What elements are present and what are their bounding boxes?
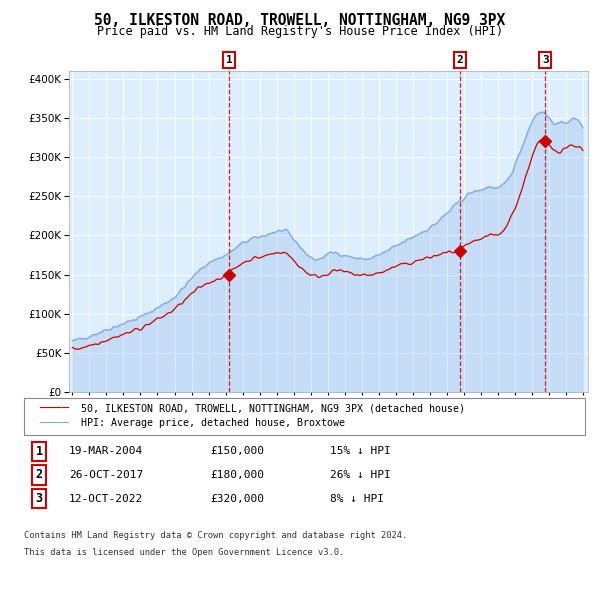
Text: £320,000: £320,000	[210, 494, 264, 503]
Text: Contains HM Land Registry data © Crown copyright and database right 2024.: Contains HM Land Registry data © Crown c…	[24, 531, 407, 540]
Text: 50, ILKESTON ROAD, TROWELL, NOTTINGHAM, NG9 3PX: 50, ILKESTON ROAD, TROWELL, NOTTINGHAM, …	[94, 13, 506, 28]
Text: £180,000: £180,000	[210, 470, 264, 480]
Text: 8% ↓ HPI: 8% ↓ HPI	[330, 494, 384, 503]
Text: Price paid vs. HM Land Registry's House Price Index (HPI): Price paid vs. HM Land Registry's House …	[97, 25, 503, 38]
Text: ────: ────	[39, 402, 69, 415]
Text: HPI: Average price, detached house, Broxtowe: HPI: Average price, detached house, Brox…	[81, 418, 345, 428]
Text: This data is licensed under the Open Government Licence v3.0.: This data is licensed under the Open Gov…	[24, 548, 344, 556]
Text: 1: 1	[226, 55, 232, 65]
Text: 19-MAR-2004: 19-MAR-2004	[69, 447, 143, 456]
Text: 3: 3	[542, 55, 548, 65]
Text: 50, ILKESTON ROAD, TROWELL, NOTTINGHAM, NG9 3PX (detached house): 50, ILKESTON ROAD, TROWELL, NOTTINGHAM, …	[81, 404, 465, 414]
Text: 3: 3	[35, 492, 43, 505]
Text: 26-OCT-2017: 26-OCT-2017	[69, 470, 143, 480]
Text: £150,000: £150,000	[210, 447, 264, 456]
Text: 1: 1	[35, 445, 43, 458]
Text: ────: ────	[39, 417, 69, 430]
Text: 2: 2	[457, 55, 464, 65]
Text: 26% ↓ HPI: 26% ↓ HPI	[330, 470, 391, 480]
Text: 12-OCT-2022: 12-OCT-2022	[69, 494, 143, 503]
Text: 15% ↓ HPI: 15% ↓ HPI	[330, 447, 391, 456]
Text: 2: 2	[35, 468, 43, 481]
